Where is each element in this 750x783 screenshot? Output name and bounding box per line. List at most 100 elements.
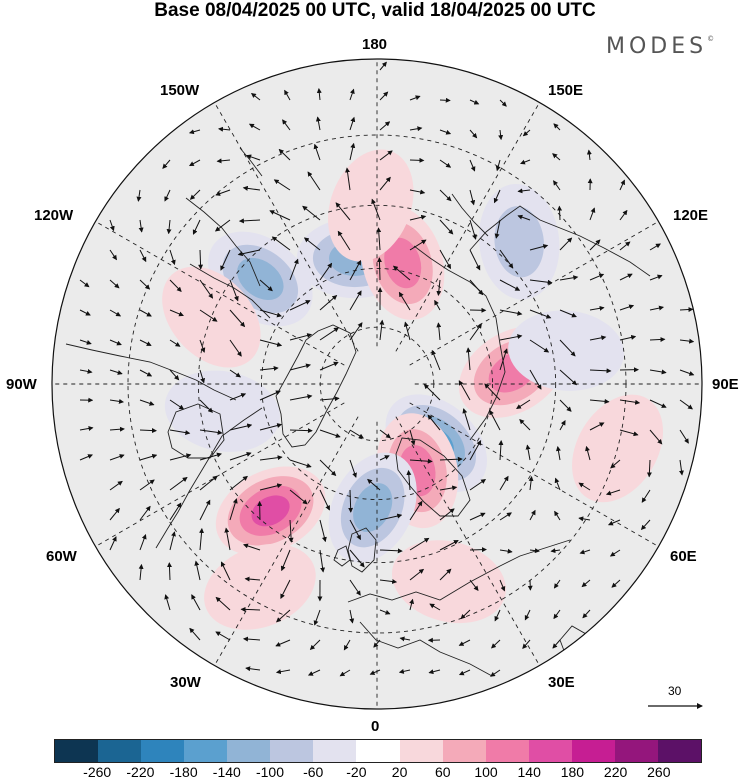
colorbar-tick-label: -60 <box>303 764 324 780</box>
brand-logo: MODES© <box>606 34 714 59</box>
wind-arrow <box>216 158 231 164</box>
wind-arrow <box>619 304 635 311</box>
wind-arrow <box>589 398 610 404</box>
wind-arrow <box>139 428 157 434</box>
wind-arrow <box>273 179 291 191</box>
wind-arrow <box>169 502 182 521</box>
wind-arrow <box>439 508 455 521</box>
wind-arrow <box>229 279 239 302</box>
wind-arrow <box>289 428 313 434</box>
latitude-circle <box>197 204 557 564</box>
wind-arrow <box>109 426 125 432</box>
wind-arrow <box>379 176 391 191</box>
wind-arrow <box>259 339 283 347</box>
wind-arrow <box>499 279 521 291</box>
wind-arrow <box>259 483 283 491</box>
wind-arrow <box>139 399 155 406</box>
wind-arrow <box>409 568 425 581</box>
wind-arrow <box>586 149 592 161</box>
wind-arrow <box>250 92 261 101</box>
wind-arrow <box>319 361 339 371</box>
wind-arrow <box>679 307 694 313</box>
wind-arrow <box>550 548 561 554</box>
wind-arrow <box>553 609 561 620</box>
east-asia-coast <box>469 205 651 277</box>
lon-label-180: 180 <box>362 36 388 53</box>
wind-arrow <box>409 239 427 251</box>
wind-arrow <box>215 631 231 641</box>
wind-arrow <box>192 219 201 235</box>
wind-arrow <box>79 279 90 288</box>
wind-arrow <box>469 279 484 296</box>
wind-arrow <box>367 478 381 491</box>
anomaly-contour <box>384 237 422 289</box>
map-title: Base 08/04/2025 00 UTC, valid 18/04/2025… <box>154 0 596 21</box>
colorbar-tick-label: 20 <box>391 764 408 780</box>
wind-arrow <box>559 237 573 251</box>
wind-arrow <box>349 322 363 341</box>
wind-arrow <box>369 669 381 675</box>
wind-arrow <box>379 513 403 521</box>
wind-arrow <box>409 95 421 101</box>
wind-arrow <box>371 198 381 221</box>
wind-arrow <box>259 455 283 461</box>
wind-arrow <box>109 480 123 491</box>
colorbar-tick-label: -140 <box>212 764 241 780</box>
wind-arrow <box>678 459 684 476</box>
wind-arrow <box>259 365 279 371</box>
wind-arrow <box>169 279 182 292</box>
wind-arrow <box>259 423 283 431</box>
wind-arrow <box>582 609 591 619</box>
wind-arrow <box>309 639 321 651</box>
wind-arrow <box>229 475 248 491</box>
wind-arrow <box>525 444 531 461</box>
wind-arrow <box>109 536 117 551</box>
wind-arrow <box>649 274 663 281</box>
wind-arrow <box>284 89 291 101</box>
latitude-circle <box>260 267 494 501</box>
wind-arrow <box>610 459 621 469</box>
wind-arrow <box>458 639 471 646</box>
wind-arrow <box>79 309 91 316</box>
wind-arrow <box>259 309 282 318</box>
colorbar-tick-label: 100 <box>474 764 498 780</box>
wind-arrow <box>166 562 172 581</box>
lon-label-120w: 120W <box>34 207 74 224</box>
wind-arrow <box>109 279 120 289</box>
wind-arrow <box>469 547 487 553</box>
wind-arrow <box>554 477 561 491</box>
wind-arrow <box>169 453 192 461</box>
wind-arrow <box>609 549 621 557</box>
colorbar-swatch <box>399 740 443 762</box>
wind-arrow <box>139 534 147 551</box>
wind-arrow <box>280 579 291 599</box>
wind-arrow <box>409 157 425 163</box>
lon-label-90w: 90W <box>6 376 37 393</box>
wind-arrow <box>619 209 628 221</box>
wind-arrow <box>214 219 231 232</box>
wind-arrow <box>215 189 231 196</box>
wind-arrow <box>349 259 362 281</box>
wind-arrow <box>559 275 579 281</box>
wind-arrow <box>585 445 591 461</box>
wind-arrow <box>275 639 291 647</box>
anomaly-contour <box>164 370 280 452</box>
wind-arrow <box>229 369 242 378</box>
wind-arrow <box>349 290 362 311</box>
wind-arrow <box>439 485 458 491</box>
wind-arrow <box>619 179 625 191</box>
wind-arrow <box>289 459 312 468</box>
wind-arrow <box>189 189 201 200</box>
ireland-coast <box>333 545 351 567</box>
colorbar-swatch <box>657 740 701 762</box>
wind-arrow <box>275 669 291 675</box>
wind-arrow <box>259 390 281 401</box>
wind-arrow <box>302 205 321 221</box>
wind-arrow <box>379 455 390 461</box>
anomaly-center <box>391 540 506 624</box>
wind-arrow <box>641 489 651 503</box>
anomaly-center <box>204 543 316 630</box>
wind-arrow <box>607 519 621 526</box>
wind-arrow <box>189 627 201 641</box>
europe-coast <box>347 539 571 677</box>
